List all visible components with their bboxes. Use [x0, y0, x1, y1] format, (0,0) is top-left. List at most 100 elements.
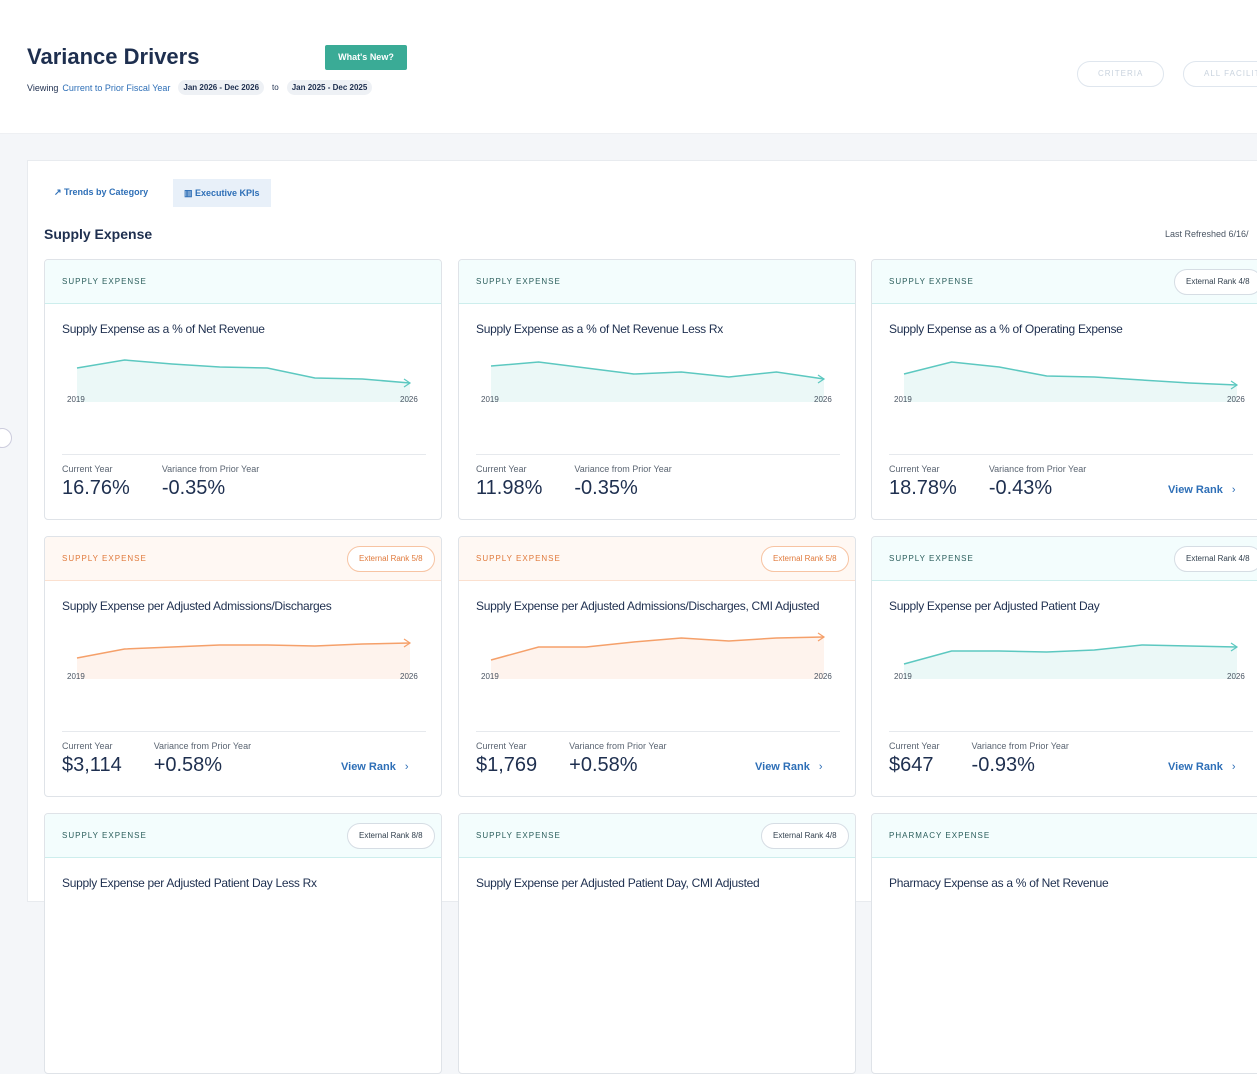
sparkline-area [904, 645, 1237, 679]
arrow-head [817, 374, 826, 384]
header: Variance Drivers What's New? Viewing Cur… [0, 0, 1257, 134]
current-value: 18.78% [889, 477, 957, 499]
card-header: SUPPLY EXPENSE [45, 260, 441, 304]
side-toggle[interactable] [0, 428, 12, 448]
current-label: Current Year [889, 741, 940, 751]
current-label: Current Year [476, 741, 527, 751]
card-category: SUPPLY EXPENSE [476, 277, 561, 286]
card-header: SUPPLY EXPENSE External Rank 8/8 [45, 814, 441, 858]
card-category: SUPPLY EXPENSE [889, 554, 974, 563]
card-title: Supply Expense as a % of Operating Expen… [889, 322, 1123, 336]
comparison-link[interactable]: Current to Prior Fiscal Year [62, 82, 171, 93]
criteria-button[interactable]: CRITERIA [1077, 61, 1165, 87]
sparkline [76, 359, 412, 402]
viewing-label: Viewing [27, 82, 59, 93]
rank-pill[interactable]: External Rank 8/8 [347, 823, 435, 849]
variance-value: -0.35% [574, 477, 638, 499]
divider [476, 731, 840, 732]
end-year: 2026 [1227, 672, 1245, 681]
viewing-line: Viewing Current to Prior Fiscal Year Jan… [27, 80, 373, 95]
whats-new-button[interactable]: What's New? [325, 45, 407, 70]
view-rank[interactable]: View Rank › [755, 761, 823, 773]
sparkline [903, 361, 1239, 402]
sparkline-line [490, 636, 825, 661]
page-title: Variance Drivers [27, 44, 200, 69]
rank-pill[interactable]: External Rank 4/8 [1174, 269, 1257, 295]
card-header: SUPPLY EXPENSE External Rank 5/8 [45, 537, 441, 581]
tab-label: Trends by Category [64, 187, 149, 197]
sparkline [76, 638, 412, 679]
variance-block: Variance from Prior Year -0.93% [972, 741, 1069, 777]
card-category: SUPPLY EXPENSE [62, 831, 147, 840]
divider [62, 731, 426, 732]
sparkline-area [491, 362, 824, 402]
rank-pill[interactable]: External Rank 4/8 [1174, 546, 1257, 572]
current-block: Current Year $647 [889, 741, 940, 777]
card-title: Supply Expense as a % of Net Revenue [62, 322, 265, 336]
card-category: SUPPLY EXPENSE [62, 554, 147, 563]
sparkline [490, 632, 826, 679]
end-year: 2026 [814, 395, 832, 404]
tab-active[interactable]: ▥ Executive KPIs [173, 179, 271, 207]
end-year: 2026 [400, 672, 418, 681]
variance-label: Variance from Prior Year [153, 741, 252, 751]
metrics: Current Year 18.78% Variance from Prior Ye… [889, 464, 1086, 500]
arrow-head [817, 632, 826, 642]
variance-value: -0.43% [988, 477, 1053, 499]
variance-value: +0.58% [153, 754, 223, 776]
kpi-card: SUPPLY EXPENSE External Rank 4/8 Supply Ex… [871, 259, 1257, 520]
to-label: to [272, 83, 279, 92]
card-header: PHARMACY EXPENSE [872, 814, 1257, 858]
sparkline-area [904, 362, 1237, 402]
current-block: Current Year $3,114 [62, 741, 122, 777]
start-year: 2019 [481, 672, 499, 681]
current-label: Current Year [476, 464, 527, 474]
variance-block: Variance from Prior Year -0.35% [162, 464, 259, 500]
rank-pill[interactable]: External Rank 5/8 [347, 546, 435, 572]
view-rank[interactable]: View Rank › [1168, 761, 1236, 773]
current-block: Current Year $1,769 [476, 741, 537, 777]
card-title: Supply Expense per Adjusted Admissions/D… [476, 599, 820, 613]
arrow-head [403, 378, 412, 388]
divider [889, 731, 1253, 732]
variance-value: +0.58% [569, 754, 638, 776]
card-category: SUPPLY EXPENSE [476, 554, 561, 563]
sparkline-area [491, 637, 824, 679]
variance-label: Variance from Prior Year [569, 741, 667, 751]
view-rank[interactable]: View Rank › [1168, 484, 1236, 496]
metrics: Current Year $647 Variance from Prior Year… [889, 741, 1069, 777]
variance-label: Variance from Prior Year [988, 464, 1087, 474]
card-category: SUPPLY EXPENSE [62, 277, 147, 286]
start-year: 2019 [67, 672, 85, 681]
end-year: 2026 [1227, 395, 1245, 404]
current-value: $3,114 [62, 754, 122, 776]
sparkline-line [903, 361, 1238, 386]
view-rank[interactable]: View Rank › [341, 761, 409, 773]
variance-label: Variance from Prior Year [574, 464, 672, 474]
card-header: SUPPLY EXPENSE External Rank 4/8 [459, 814, 855, 858]
current-block: Current Year 16.76% [62, 464, 130, 500]
kpi-card: SUPPLY EXPENSE External Rank 4/8 Supply Ex… [871, 536, 1257, 797]
arrow-head [1230, 380, 1239, 390]
current-block: Current Year 11.98% [476, 464, 542, 500]
card-header: SUPPLY EXPENSE [459, 260, 855, 304]
card-title: Supply Expense per Adjusted Admissions/D… [62, 599, 332, 613]
kpi-card: SUPPLY EXPENSE External Rank 8/8 Supply Ex… [44, 813, 442, 1074]
kpi-card: SUPPLY EXPENSE External Rank 5/8 Supply Ex… [44, 536, 442, 797]
rank-pill[interactable]: External Rank 4/8 [761, 823, 849, 849]
variance-value: -0.93% [971, 754, 1035, 776]
prior-range: Jan 2025 - Dec 2025 [286, 80, 373, 95]
card-title: Supply Expense per Adjusted Patient Day … [62, 876, 317, 890]
metrics: Current Year $1,769 Variance from Prior Ye… [476, 741, 667, 777]
current-value: $1,769 [476, 754, 538, 776]
sparkline-line [903, 644, 1238, 665]
current-block: Current Year 18.78% [889, 464, 957, 500]
card-title: Supply Expense as a % of Net Revenue Les… [476, 322, 723, 336]
variance-label: Variance from Prior Year [161, 464, 260, 474]
card-header: SUPPLY EXPENSE External Rank 4/8 [872, 260, 1257, 304]
tab[interactable]: ↗ Trends by Category [54, 187, 149, 197]
facilities-button[interactable]: ALL FACILITIES [1183, 61, 1257, 87]
divider [62, 454, 426, 455]
sparkline-line [76, 359, 411, 384]
rank-pill[interactable]: External Rank 5/8 [761, 546, 849, 572]
